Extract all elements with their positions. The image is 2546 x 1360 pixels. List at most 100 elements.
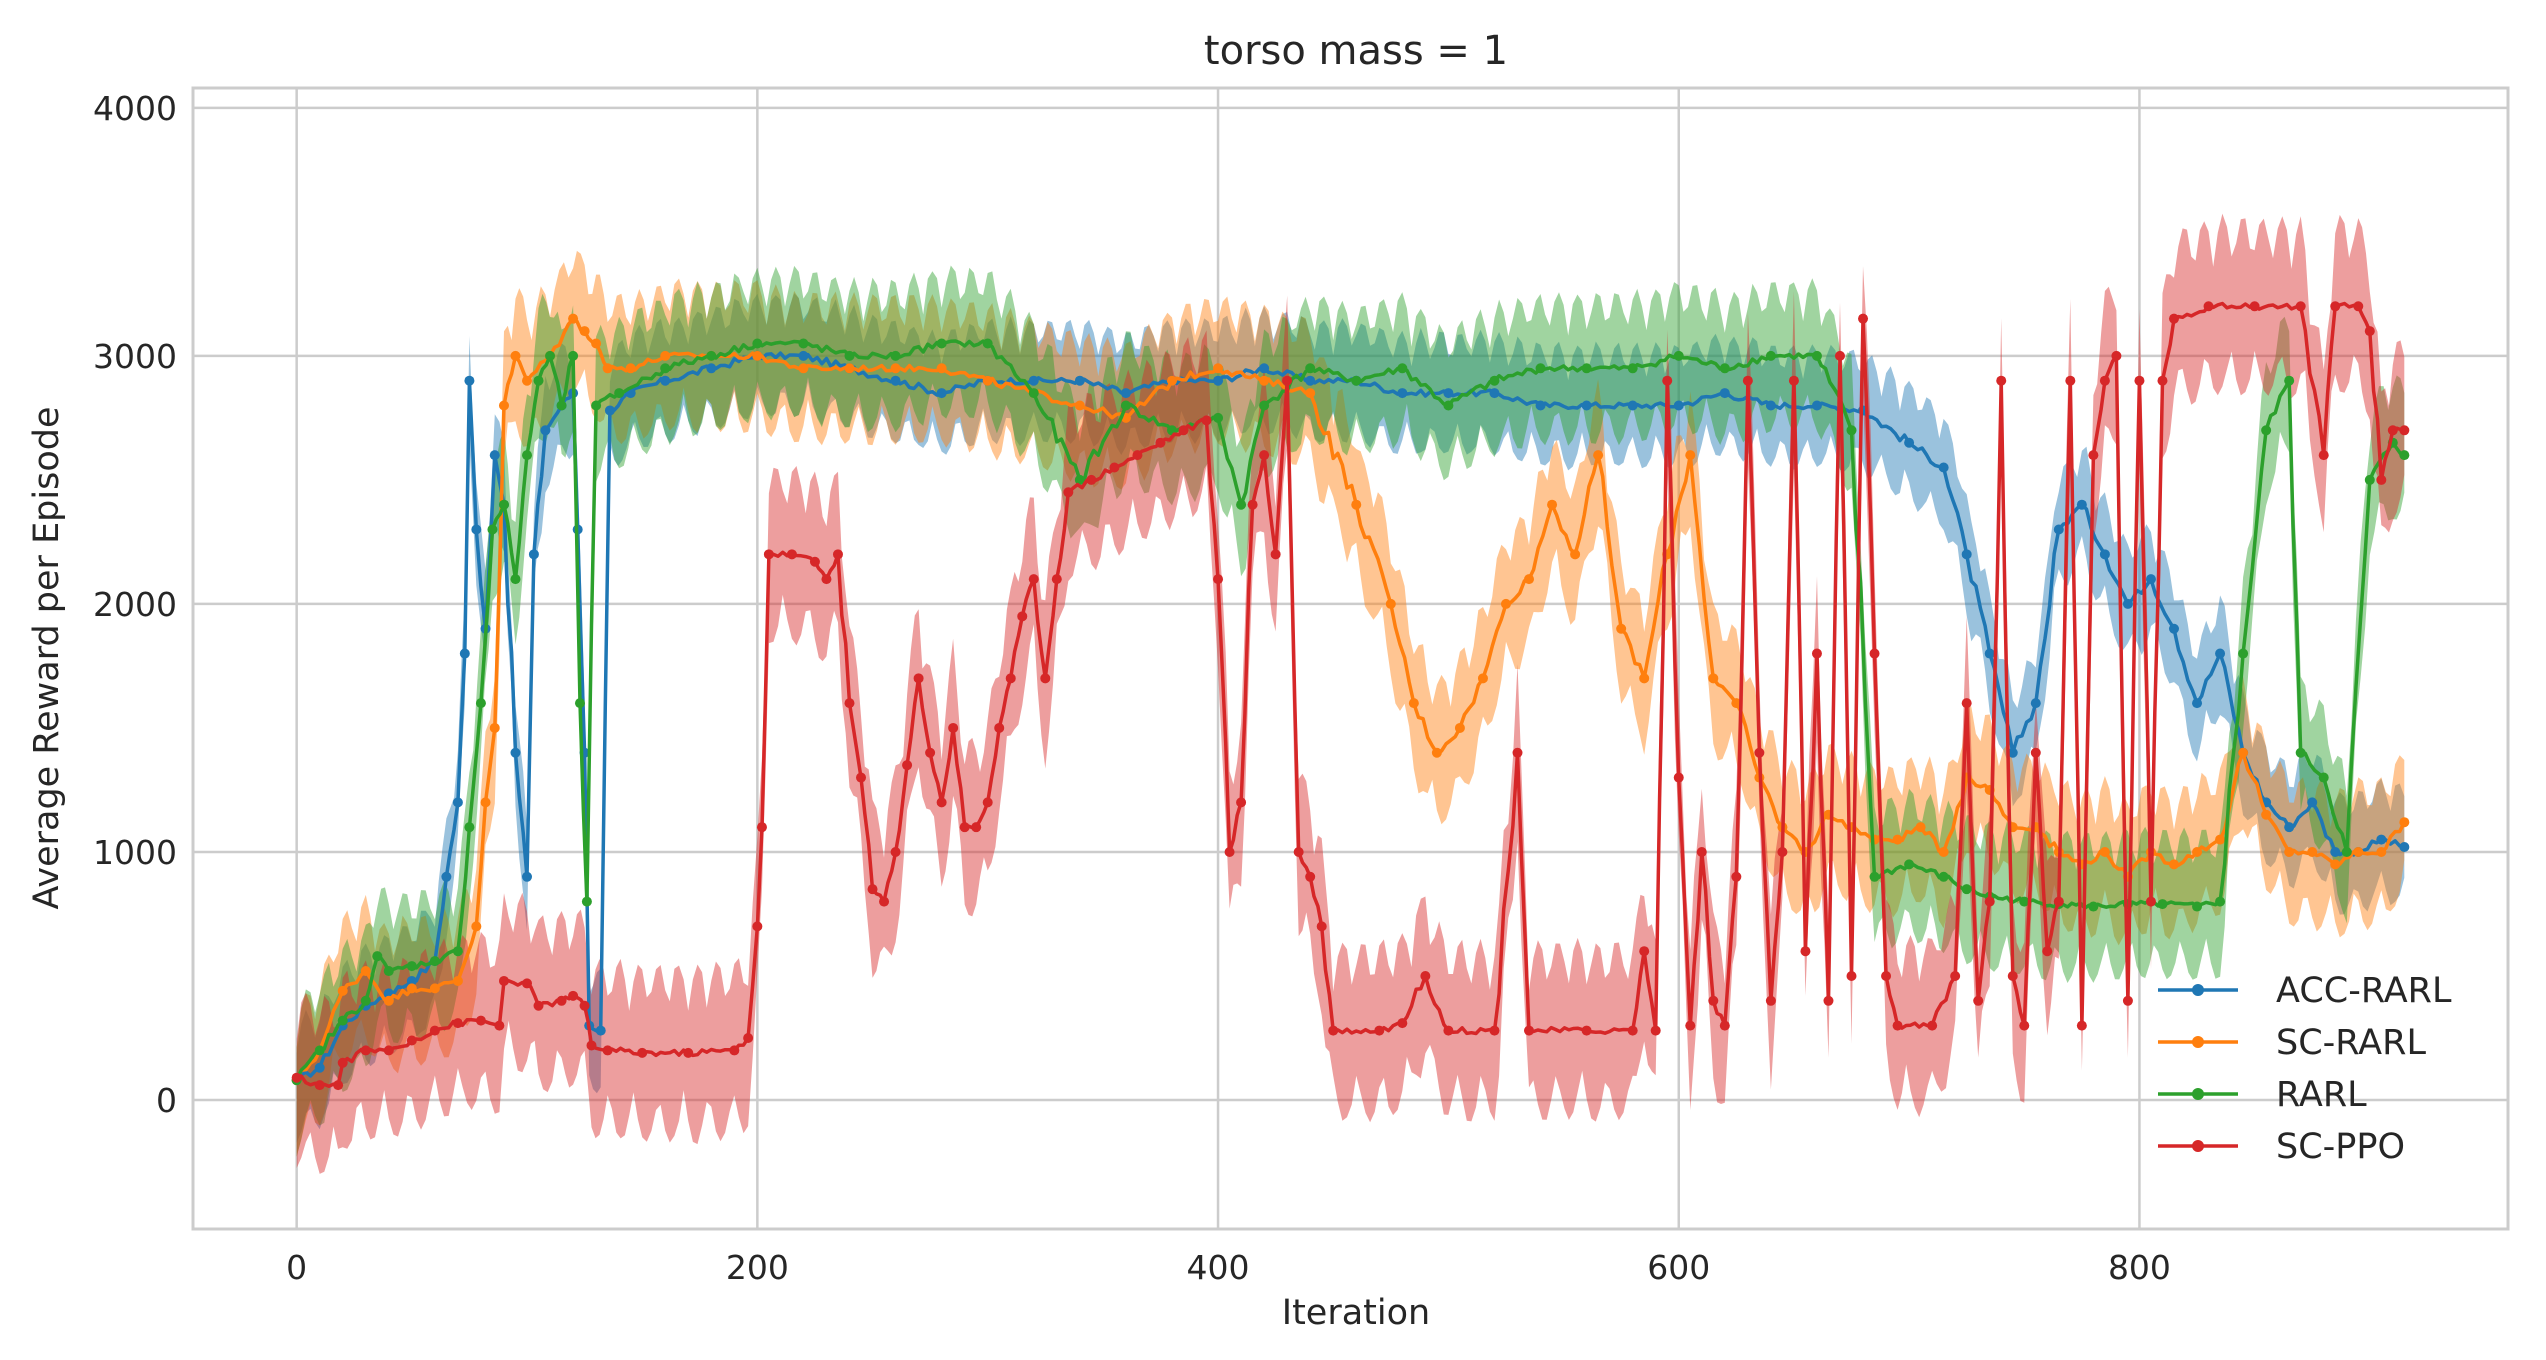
chart-title: torso mass = 1 <box>1204 28 1508 74</box>
data-point <box>890 375 901 386</box>
data-point <box>510 574 521 585</box>
data-point <box>1673 772 1684 783</box>
data-point <box>1213 375 1224 386</box>
data-point <box>1673 400 1684 411</box>
data-point <box>614 388 625 399</box>
data-point <box>1213 574 1224 585</box>
data-point <box>1834 350 1845 361</box>
data-point <box>291 1072 302 1083</box>
data-point <box>1316 921 1327 932</box>
data-point <box>1858 313 1869 324</box>
data-point <box>522 871 533 882</box>
data-point <box>1904 859 1915 870</box>
data-point <box>1074 474 1085 485</box>
data-point <box>867 884 878 895</box>
data-point <box>489 722 500 733</box>
x-tick-label: 400 <box>1187 1248 1250 1287</box>
data-point <box>487 524 498 535</box>
data-point <box>925 747 936 758</box>
data-point <box>844 363 855 374</box>
data-point <box>1305 388 1316 399</box>
data-point <box>743 1033 754 1044</box>
data-point <box>372 951 383 962</box>
data-point <box>821 574 832 585</box>
data-point <box>2295 747 2306 758</box>
data-point <box>2318 450 2329 461</box>
y-tick-label: 1000 <box>93 833 177 872</box>
data-point <box>498 499 509 510</box>
data-point <box>1132 450 1143 461</box>
data-point <box>660 363 671 374</box>
data-point <box>2341 846 2352 857</box>
data-point <box>494 1020 505 1031</box>
data-point <box>1063 487 1074 498</box>
data-point <box>2168 623 2179 634</box>
data-point <box>314 1062 325 1073</box>
data-point <box>568 350 579 361</box>
data-point <box>383 1045 394 1056</box>
data-point <box>2088 450 2099 461</box>
data-point <box>752 921 763 932</box>
data-point <box>591 338 602 349</box>
data-point <box>2284 822 2295 833</box>
data-point <box>890 363 901 374</box>
series-line <box>295 351 2405 1082</box>
data-point <box>1881 970 1892 981</box>
data-point <box>2145 574 2156 585</box>
series-band <box>296 265 2405 1157</box>
data-point <box>2387 425 2398 436</box>
data-point <box>337 1015 348 1026</box>
legend-label: SC-RARL <box>2276 1023 2426 1063</box>
data-point <box>2122 995 2133 1006</box>
series-lines <box>291 301 2410 1091</box>
data-point <box>489 450 500 461</box>
data-point <box>406 961 417 972</box>
data-point <box>602 1045 613 1056</box>
data-point <box>2053 524 2064 535</box>
data-point <box>1120 388 1131 399</box>
data-point <box>1431 747 1442 758</box>
data-point <box>1754 747 1765 758</box>
data-point <box>1627 363 1638 374</box>
data-point <box>581 896 592 907</box>
data-point <box>452 975 463 986</box>
data-point <box>579 1000 590 1011</box>
data-point <box>625 363 636 374</box>
data-point <box>383 966 394 977</box>
data-point <box>1443 1025 1454 1036</box>
data-point <box>1673 350 1684 361</box>
legend-marker <box>2192 1088 2204 1100</box>
data-point <box>1017 611 1028 622</box>
data-point <box>1961 884 1972 895</box>
data-point <box>2007 747 2018 758</box>
data-point <box>2330 846 2341 857</box>
data-point <box>2249 301 2260 312</box>
data-point <box>1259 363 1270 374</box>
data-point <box>1938 846 1949 857</box>
data-point <box>1270 549 1281 560</box>
data-point <box>1961 698 1972 709</box>
data-point <box>1731 698 1742 709</box>
data-point <box>1051 574 1062 585</box>
x-tick-label: 800 <box>2108 1248 2171 1287</box>
legend-marker <box>2192 1036 2204 1048</box>
data-point <box>498 975 509 986</box>
data-point <box>1984 896 1995 907</box>
data-point <box>429 956 440 967</box>
data-point <box>879 896 890 907</box>
data-point <box>982 375 993 386</box>
data-point <box>1765 400 1776 411</box>
grid-lines <box>193 88 2508 1229</box>
data-point <box>2307 797 2318 808</box>
data-point <box>1616 623 1627 634</box>
data-point <box>1328 1025 1339 1036</box>
data-point <box>2030 698 2041 709</box>
data-point <box>1685 1020 1696 1031</box>
data-point <box>2111 350 2122 361</box>
data-point <box>2399 817 2410 828</box>
data-point <box>1489 1025 1500 1036</box>
y-axis-label: Average Reward per Episode <box>27 406 67 909</box>
data-point <box>1685 450 1696 461</box>
data-point <box>522 450 533 461</box>
